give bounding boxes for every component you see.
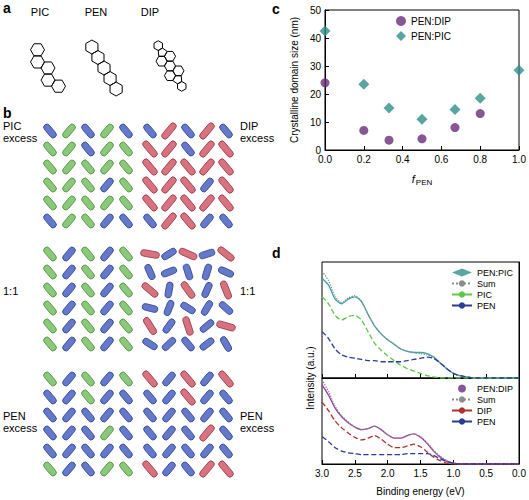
svg-text:1.0: 1.0	[446, 468, 460, 479]
svg-text:20: 20	[310, 89, 322, 100]
svg-text:10: 10	[310, 117, 322, 128]
svg-text:c: c	[272, 1, 280, 17]
svg-text:0: 0	[315, 144, 321, 156]
svg-text:40: 40	[310, 33, 322, 44]
svg-text:Sum: Sum	[477, 279, 496, 289]
svg-text:Binding energy (eV): Binding energy (eV)	[376, 486, 464, 497]
svg-text:b: b	[3, 105, 12, 121]
svg-text:f: f	[411, 173, 415, 185]
svg-text:a: a	[3, 0, 11, 16]
svg-text:PEN: PEN	[477, 301, 496, 311]
svg-text:30: 30	[310, 61, 322, 72]
svg-text:2.5: 2.5	[348, 468, 362, 479]
svg-text:0.6: 0.6	[434, 154, 448, 165]
svg-text:PENexcess: PENexcess	[3, 410, 38, 434]
svg-text:0.8: 0.8	[473, 154, 487, 165]
svg-text:PICexcess: PICexcess	[3, 120, 38, 144]
svg-text:PEN:PIC: PEN:PIC	[411, 31, 451, 42]
svg-text:Crystalline domain size (nm): Crystalline domain size (nm)	[289, 17, 300, 143]
svg-text:Sum: Sum	[477, 395, 496, 405]
svg-text:PENexcess: PENexcess	[240, 410, 275, 434]
svg-text:PEN: PEN	[85, 6, 108, 18]
svg-text:0.4: 0.4	[396, 154, 410, 165]
svg-text:0.0: 0.0	[318, 154, 332, 165]
svg-text:DIPexcess: DIPexcess	[240, 120, 275, 144]
svg-text:1.5: 1.5	[414, 468, 428, 479]
svg-text:DIP: DIP	[477, 406, 492, 416]
svg-text:PIC: PIC	[477, 290, 493, 300]
svg-text:DIP: DIP	[141, 6, 159, 18]
svg-text:PIC: PIC	[31, 6, 49, 18]
svg-text:Intensity (a.u.): Intensity (a.u.)	[305, 346, 316, 409]
svg-text:PEN: PEN	[477, 417, 496, 427]
svg-text:1:1: 1:1	[3, 285, 18, 297]
svg-text:3.0: 3.0	[315, 468, 329, 479]
svg-text:50: 50	[310, 5, 322, 16]
svg-text:PEN:PIC: PEN:PIC	[477, 268, 514, 278]
svg-text:PEN: PEN	[416, 178, 433, 187]
svg-text:1.0: 1.0	[512, 154, 526, 165]
svg-text:0.2: 0.2	[357, 154, 371, 165]
svg-text:PEN:DIP: PEN:DIP	[411, 16, 451, 27]
svg-text:d: d	[272, 245, 281, 261]
svg-text:0.5: 0.5	[479, 468, 493, 479]
svg-text:1:1: 1:1	[240, 285, 255, 297]
svg-text:0.0: 0.0	[512, 468, 526, 479]
svg-text:PEN:DIP: PEN:DIP	[477, 384, 513, 394]
svg-text:2.0: 2.0	[381, 468, 395, 479]
